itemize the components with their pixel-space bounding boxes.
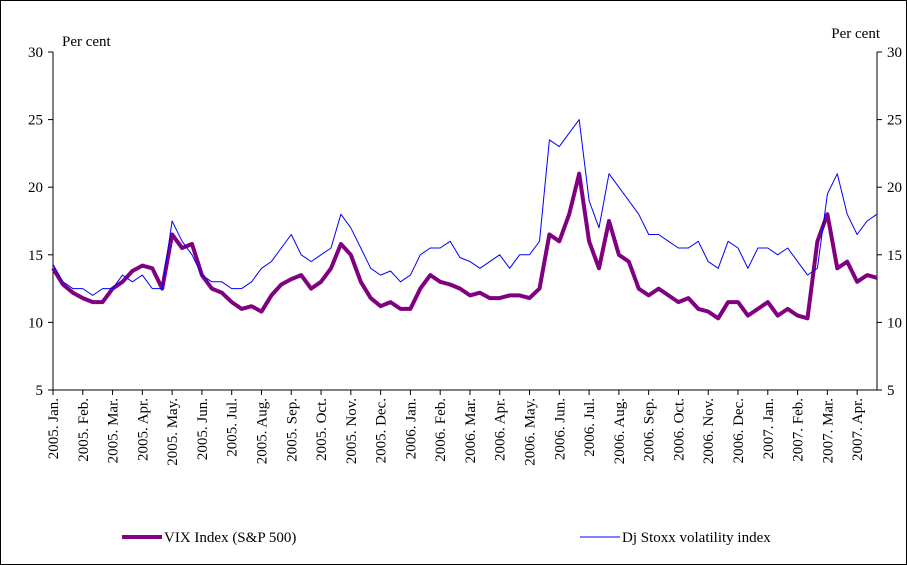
y-tick-label: 30 bbox=[28, 45, 43, 61]
x-tick-label: 2006. Oct. bbox=[671, 398, 687, 461]
legend-label: VIX Index (S&P 500) bbox=[164, 530, 296, 546]
y2-tick-label: 25 bbox=[887, 113, 902, 129]
x-tick-label: 2006. Nov. bbox=[701, 398, 717, 464]
x-tick-label: 2005. Jun. bbox=[195, 398, 211, 460]
x-tick-label: 2005. Nov. bbox=[344, 398, 360, 464]
x-tick-label: 2007. Jan. bbox=[761, 398, 777, 459]
series-line bbox=[52, 119, 878, 296]
y-tick-label: 20 bbox=[28, 180, 43, 196]
x-tick-label: 2005. Apr. bbox=[135, 398, 151, 461]
x-tick-label: 2006. Dec. bbox=[731, 398, 747, 463]
x-tick-label: 2006. Jan. bbox=[403, 398, 419, 459]
x-tick-label: 2005. Dec. bbox=[374, 398, 390, 463]
x-tick-label: 2007. Feb. bbox=[791, 398, 807, 462]
series-line bbox=[51, 171, 878, 321]
y-tick-label: 25 bbox=[28, 113, 43, 129]
x-tick-label: 2006. May. bbox=[523, 398, 539, 466]
y2-tick-label: 30 bbox=[887, 45, 902, 61]
x-tick-label: 2006. Mar. bbox=[463, 398, 479, 463]
y2-tick-label: 20 bbox=[887, 180, 902, 196]
y2-tick-label: 15 bbox=[887, 248, 902, 264]
y2-tick-label: 5 bbox=[887, 383, 895, 399]
x-tick-label: 2006. Jun. bbox=[552, 398, 568, 460]
x-tick-label: 2006. Feb. bbox=[433, 398, 449, 462]
x-tick-label: 2005. Oct. bbox=[314, 398, 330, 461]
x-tick-label: 2005. Sep. bbox=[284, 398, 300, 462]
x-tick-label: 2006. Sep. bbox=[642, 398, 658, 462]
x-tick-label: 2005. May. bbox=[165, 398, 181, 466]
x-tick-label: 2005. Aug. bbox=[254, 398, 270, 464]
y-axis-label: Per cent bbox=[62, 34, 112, 50]
y-tick-label: 10 bbox=[28, 315, 43, 331]
y2-axis-label: Per cent bbox=[831, 26, 881, 42]
x-tick-label: 2006. Jul. bbox=[582, 398, 598, 457]
x-tick-label: 2005. Feb. bbox=[76, 398, 92, 462]
x-tick-label: 2007. Mar. bbox=[820, 398, 836, 463]
y-tick-label: 15 bbox=[28, 248, 43, 264]
y2-tick-label: 10 bbox=[887, 315, 902, 331]
x-tick-label: 2005. Mar. bbox=[106, 398, 122, 463]
x-tick-label: 2006. Aug. bbox=[612, 398, 628, 464]
x-tick-label: 2005. Jul. bbox=[225, 398, 241, 457]
legend-label: Dj Stoxx volatility index bbox=[622, 530, 771, 546]
x-tick-label: 2007. Apr. bbox=[850, 398, 866, 461]
x-tick-label: 2005. Jan. bbox=[46, 398, 62, 459]
y-tick-label: 5 bbox=[36, 383, 44, 399]
x-tick-label: 2006. Apr. bbox=[493, 398, 509, 461]
